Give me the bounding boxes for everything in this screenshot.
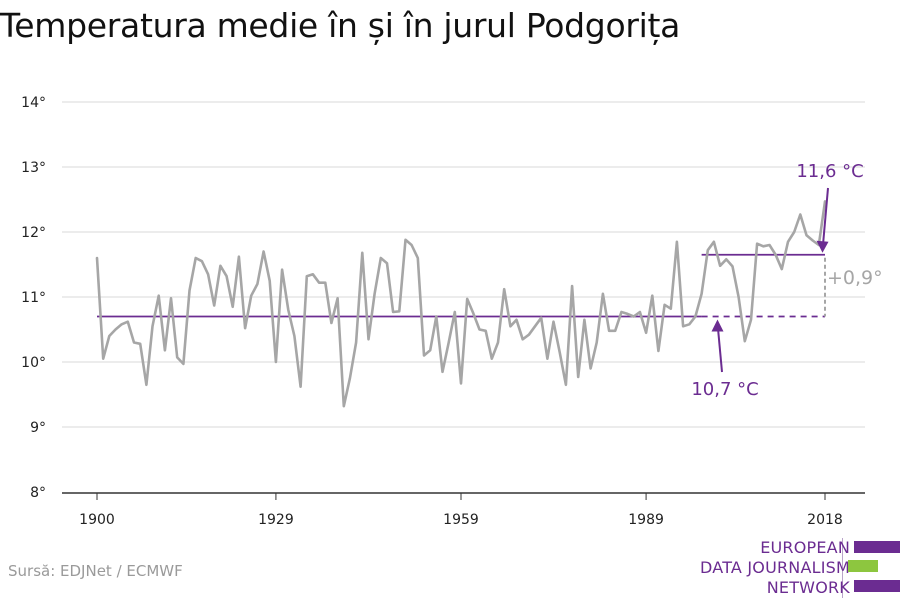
edjnet-logo: EUROPEAN DATA JOURNALISM NETWORK <box>690 538 900 598</box>
temperature-series <box>95 200 827 408</box>
difference-label: +0,9° <box>827 267 883 289</box>
temperature-line <box>95 200 827 408</box>
x-tick-label-1929: 1929 <box>258 512 294 528</box>
y-tick-label-11: 11° <box>21 290 46 306</box>
baseline-arrowhead <box>711 319 724 332</box>
x-axis: 1900 1929 1959 1989 2018 <box>62 492 865 528</box>
logo-separator <box>842 538 843 598</box>
annotations: 11,6 °C 10,7 °C +0,9° <box>691 161 882 400</box>
y-tick-label-10: 10° <box>21 355 46 371</box>
logo-line-3: NETWORK <box>766 578 850 597</box>
y-tick-label-14: 14° <box>21 95 46 111</box>
y-tick-label-13: 13° <box>21 160 46 176</box>
logo-bar-purple-bottom <box>854 580 900 592</box>
x-tick-label-2018: 2018 <box>807 512 843 528</box>
recent-average-arrow-shaft <box>822 187 829 245</box>
logo-bar-green <box>848 560 878 572</box>
logo-line-1: EUROPEAN <box>760 538 850 557</box>
x-tick-label-1989: 1989 <box>628 512 664 528</box>
recent-average-label: 11,6 °C <box>796 161 863 182</box>
y-tick-label-8: 8° <box>30 485 46 501</box>
x-tick-label-1900: 1900 <box>79 512 115 528</box>
x-tick-label-1959: 1959 <box>443 512 479 528</box>
chart-title: Temperatura medie în și în jurul Podgori… <box>0 6 681 45</box>
y-axis-ticks: 8° 9° 10° 11° 12° 13° 14° <box>21 95 46 501</box>
y-tick-label-9: 9° <box>30 420 46 436</box>
logo-bar-purple-top <box>854 541 900 553</box>
source-note: Sursă: EDJNet / ECMWF <box>8 562 183 580</box>
reference-lines <box>97 253 826 318</box>
recent-average-arrowhead <box>816 240 829 253</box>
logo-line-2: DATA JOURNALISM <box>700 558 850 577</box>
baseline-label: 10,7 °C <box>691 379 758 400</box>
y-tick-label-12: 12° <box>21 225 46 241</box>
baseline-arrow-shaft <box>717 328 723 373</box>
